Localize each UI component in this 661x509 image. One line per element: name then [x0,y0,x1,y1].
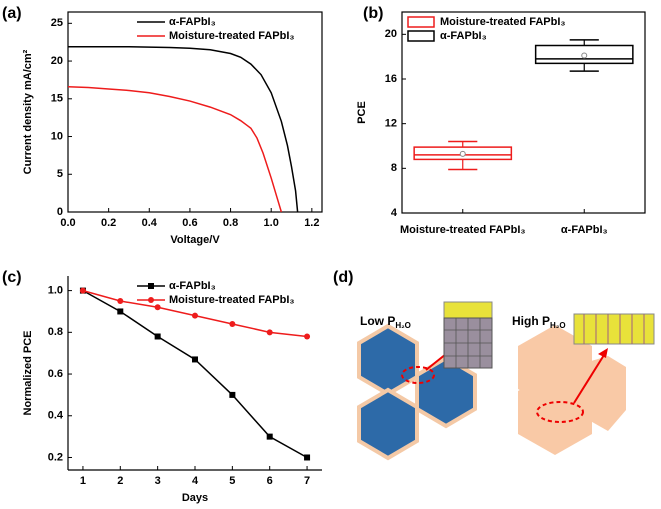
x-tick-label: 0.8 [223,217,238,229]
grains-high [518,325,626,455]
x-tick-label: 1.0 [264,217,279,229]
legend-swatch [407,16,435,28]
panel-label: (b) [363,5,383,22]
marker [154,333,161,340]
y-tick-label: 5 [57,168,63,180]
crystal-high [573,313,655,345]
legend-label: Moisture-treated FAPbI₃ [440,16,566,28]
legend-label: Moisture-treated FAPbI₃ [169,294,295,306]
x-tick-label: 0.2 [101,217,116,229]
x-tick-label: 4 [192,475,199,487]
marker [192,312,198,319]
highlight [401,366,435,384]
legend-marker [148,283,154,289]
axes-frame [67,11,323,213]
marker [266,329,273,336]
marker [304,454,311,461]
grains-low [357,323,477,461]
arrow [573,354,605,404]
marker [117,308,124,315]
marker [79,287,86,294]
panel-label: (c) [2,269,22,286]
diagram: (d) Low PH₂O High PH₂O [333,269,655,461]
y-tick-label: 1.0 [48,285,63,297]
y-tick-label: 8 [391,162,397,174]
low-label: Low PH₂O [360,314,411,330]
label-subscript: H₂O [550,321,566,330]
y-tick-label: 16 [385,73,397,85]
y-tick-label: 10 [51,130,63,142]
label-text: High P [512,314,550,328]
legend-label: α-FAPbI₃ [169,16,216,28]
marker [266,433,273,440]
y-tick-label: 15 [51,93,63,105]
label-subscript: H₂O [395,321,411,330]
y-tick-label: 0.4 [48,410,64,422]
chart: (c) 0.2 0.4 0.6 0.8 1.0 1 2 3 4 5 6 7 Days Normalized … [2,269,322,504]
marker [154,304,161,311]
x-tick-label: 5 [229,475,235,487]
crystal-low [443,301,493,369]
y-tick-label: 0 [57,206,63,218]
marker [229,320,236,327]
x-tick-label: 0.6 [182,217,197,229]
panel-label: (a) [2,5,22,22]
x-tick-label: 1.2 [304,217,319,229]
y-axis-label: PCE [356,101,368,124]
y-axis-label: Current density mA/cm² [22,49,34,174]
y-tick-label: 20 [51,55,63,67]
line [67,85,283,213]
y-tick-label: 0.6 [48,368,63,380]
arrowhead [598,348,608,358]
legend-label: α-FAPbI₃ [440,30,487,42]
highlight [536,401,584,423]
x-tick-label: Moisture-treated FAPbI₃ [400,224,526,236]
x-tick-label: 3 [155,475,161,487]
legend-swatch [407,30,435,42]
marker [192,356,198,363]
legend-label: α-FAPbI₃ [169,280,216,292]
x-axis-label: Days [182,492,208,504]
marker [229,391,236,398]
x-axis-label: Voltage/V [170,234,220,246]
x-tick-label: 7 [304,475,310,487]
axes-frame [401,11,646,214]
mean [581,52,588,59]
marker [304,333,311,340]
legend-marker [148,297,154,303]
x-tick-label: α-FAPbI₃ [561,224,608,236]
x-tick-label: 2 [117,475,123,487]
high-label: High PH₂O [512,314,566,330]
legend-label: Moisture-treated FAPbI₃ [169,30,295,42]
x-tick-label: 0.0 [60,217,75,229]
y-tick-label: 20 [385,28,397,40]
y-axis-label: Normalized PCE [22,331,34,416]
label-text: Low P [360,314,395,328]
chart: (b) 4 8 12 16 20 PCE Moisture-treated FAPbI₃ α-F… [356,5,646,236]
x-tick-label: 1 [80,475,86,487]
y-tick-label: 25 [51,17,63,29]
y-tick-label: 0.2 [48,451,63,463]
y-tick-label: 4 [391,207,398,219]
y-tick-label: 12 [385,118,397,130]
y-tick-label: 0.8 [48,326,63,338]
line [68,45,299,213]
chart: (a) 0 5 10 15 20 25 0.0 0.2 0.4 0.6 0.8 1.0 1.2 Voltag… [2,5,323,246]
x-tick-label: 0.4 [142,217,158,229]
x-tick-label: 6 [267,475,273,487]
marker [117,298,124,305]
panel-label: (d) [333,269,353,286]
mean [459,150,466,157]
